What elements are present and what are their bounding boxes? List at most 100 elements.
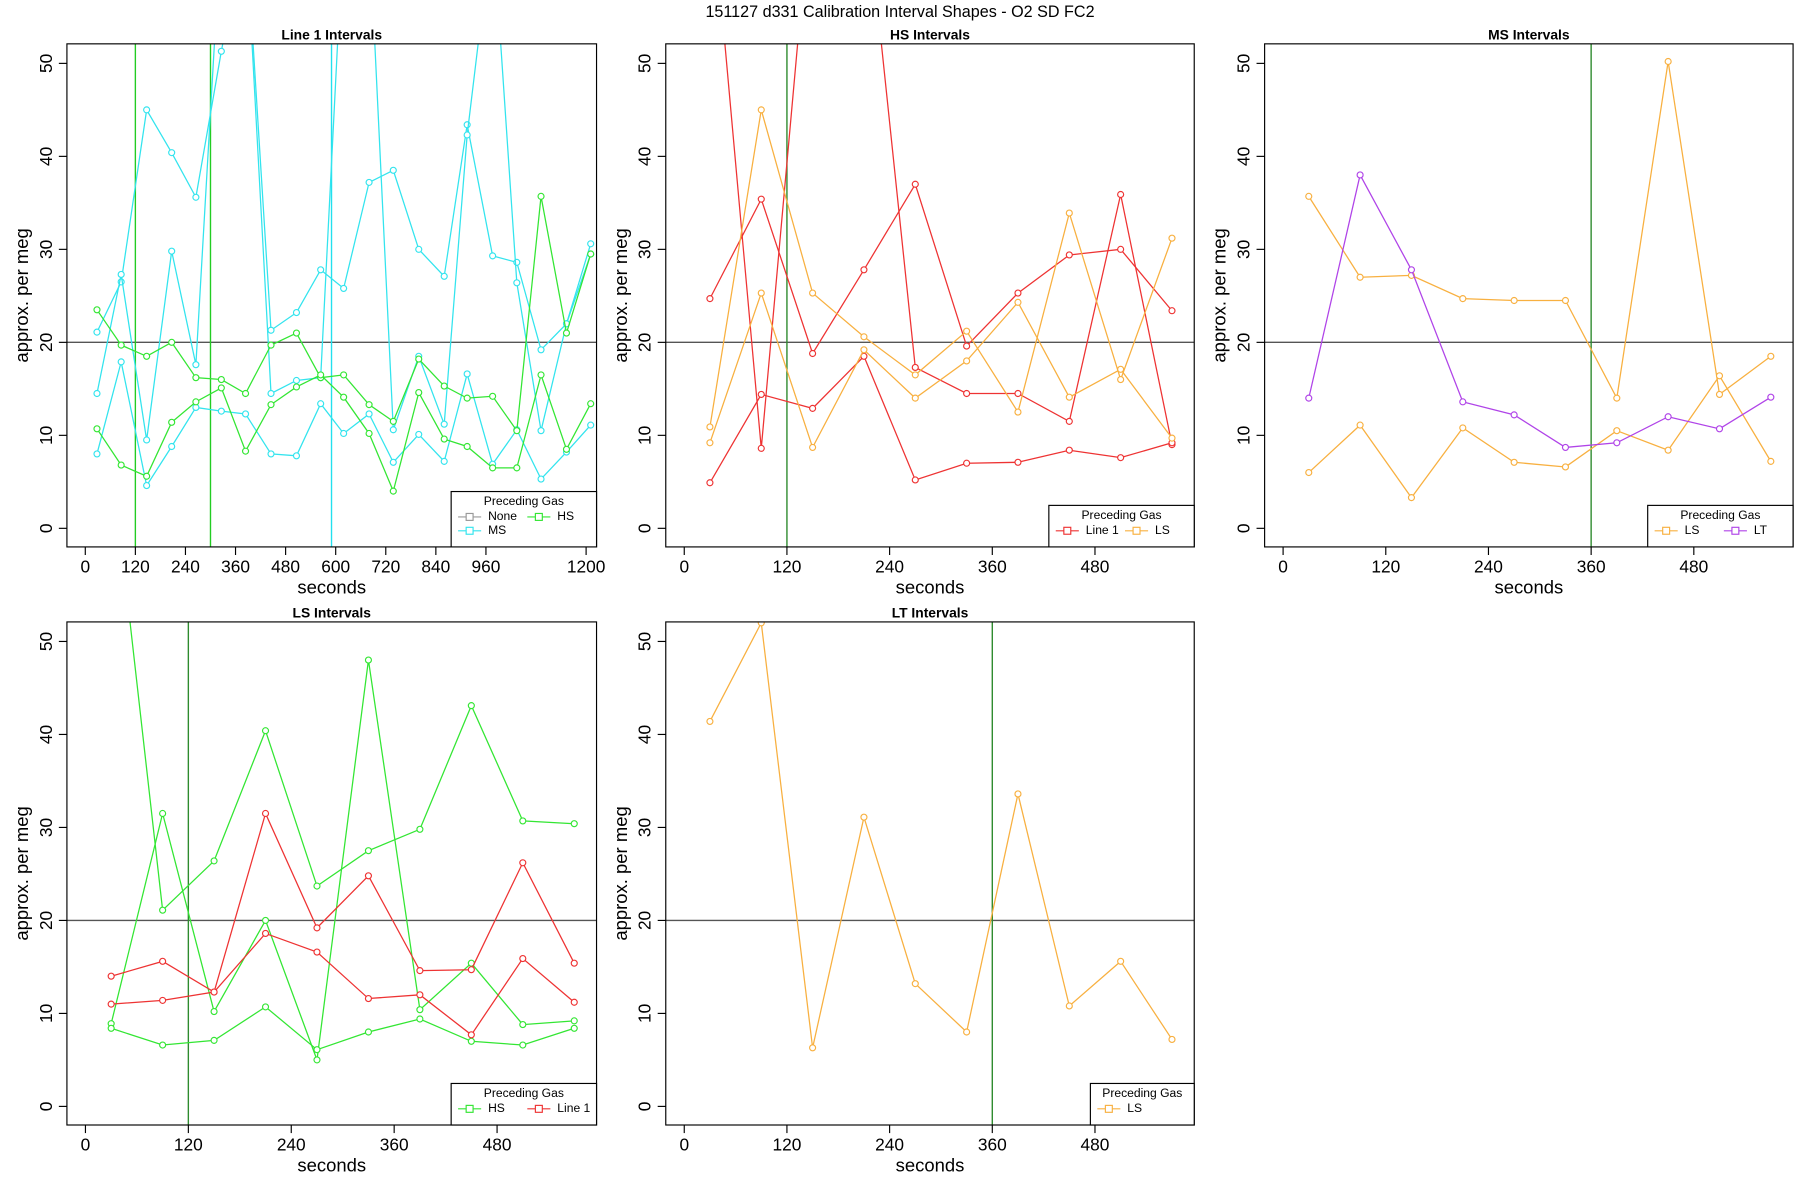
- point: [757, 106, 765, 114]
- plot-frame: [665, 621, 1195, 1126]
- x-tick-label: 480: [271, 556, 300, 576]
- point: [1715, 425, 1724, 433]
- point: [1117, 245, 1125, 253]
- x-tick-label: 0: [679, 556, 689, 576]
- point: [143, 436, 151, 444]
- point: [1510, 458, 1518, 466]
- point: [809, 1044, 817, 1052]
- point: [1356, 171, 1364, 179]
- x-tick-label: 120: [773, 1134, 802, 1154]
- legend-label: LS: [1685, 523, 1700, 537]
- point: [489, 392, 497, 400]
- y-tick-label: 20: [1234, 333, 1254, 352]
- x-tick-label: 360: [978, 556, 1007, 576]
- point: [1117, 365, 1125, 373]
- x-axis-label: seconds: [297, 1154, 366, 1175]
- point: [519, 1041, 527, 1049]
- point: [159, 957, 167, 965]
- point: [1065, 1002, 1073, 1010]
- plot-frame: [1264, 43, 1794, 548]
- point: [261, 929, 270, 938]
- point: [440, 420, 448, 428]
- point: [159, 809, 167, 818]
- point: [317, 400, 325, 408]
- point: [267, 389, 275, 398]
- series-line: [1308, 61, 1772, 401]
- point: [1305, 192, 1313, 200]
- x-tick-label: 0: [679, 1134, 689, 1154]
- legend-label: Line 1: [1086, 523, 1119, 537]
- point: [389, 458, 397, 466]
- point: [809, 289, 817, 297]
- x-tick-label: 480: [1679, 556, 1708, 576]
- series-line: [110, 811, 575, 993]
- legend-swatch: [1731, 526, 1740, 535]
- x-tick-label: 0: [81, 1134, 91, 1154]
- plot-frame: [66, 43, 598, 548]
- point: [267, 401, 275, 409]
- series-line: [96, 43, 592, 441]
- point: [313, 948, 321, 956]
- x-tick-label: 240: [875, 556, 904, 576]
- point: [210, 1007, 218, 1016]
- point: [217, 47, 225, 55]
- x-tick-label: 240: [171, 556, 200, 576]
- legend-box: [1048, 504, 1195, 548]
- point: [537, 371, 545, 379]
- point: [587, 400, 595, 408]
- point: [1715, 390, 1724, 398]
- y-axis-label: approx. per meg: [1209, 228, 1230, 362]
- x-tick-label: 240: [875, 1134, 904, 1154]
- y-tick-label: 50: [635, 632, 655, 651]
- legend-label: None: [488, 509, 517, 523]
- legend-label: HS: [557, 509, 574, 523]
- point: [706, 479, 714, 487]
- y-axis-label: approx. per meg: [610, 228, 631, 362]
- point: [261, 809, 270, 818]
- point: [93, 450, 101, 458]
- x-tick-label: 480: [483, 1134, 512, 1154]
- point: [241, 447, 250, 455]
- point: [1664, 57, 1672, 66]
- point: [1168, 434, 1176, 442]
- x-tick-label: 120: [1371, 556, 1400, 576]
- point: [1305, 468, 1313, 477]
- point: [1014, 790, 1022, 798]
- point: [168, 149, 176, 157]
- point: [467, 966, 475, 974]
- x-tick-label: 480: [1081, 1134, 1110, 1154]
- y-tick-label: 40: [635, 147, 655, 166]
- point: [292, 452, 301, 460]
- point: [143, 472, 151, 480]
- point: [911, 180, 919, 188]
- point: [1767, 393, 1775, 401]
- legend-label: HS: [488, 1101, 505, 1115]
- point: [1510, 296, 1518, 305]
- x-tick-label: 960: [472, 556, 501, 576]
- x-tick-label: 120: [121, 556, 150, 576]
- legend-label: LT: [1754, 523, 1768, 537]
- point: [210, 988, 218, 996]
- point: [143, 481, 151, 490]
- legend-box: [450, 490, 598, 548]
- point: [415, 430, 423, 438]
- y-tick-label: 30: [635, 240, 655, 259]
- point: [562, 329, 571, 337]
- point: [1014, 298, 1022, 306]
- point: [415, 355, 423, 363]
- point: [440, 457, 448, 465]
- legend-swatch: [465, 512, 474, 521]
- point: [1305, 394, 1313, 402]
- panel-title: LT Intervals: [892, 605, 969, 621]
- point: [1065, 446, 1073, 454]
- point: [570, 820, 578, 828]
- point: [241, 410, 250, 418]
- point: [1510, 411, 1518, 419]
- point: [1065, 417, 1073, 425]
- legend-label: LS: [1155, 523, 1170, 537]
- point: [1065, 393, 1073, 401]
- x-axis-label: seconds: [896, 1154, 965, 1175]
